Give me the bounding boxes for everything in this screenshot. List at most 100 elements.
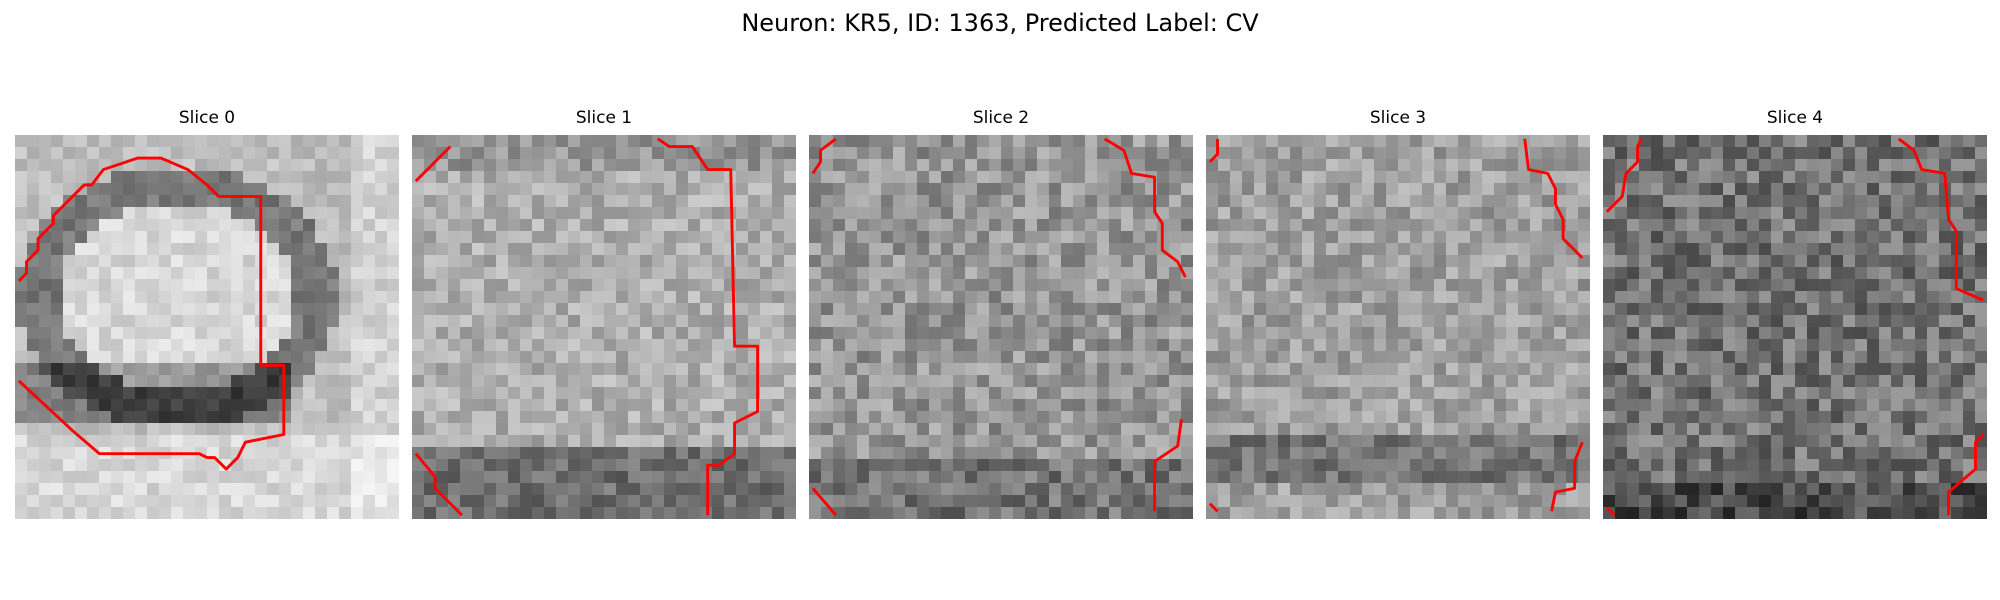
pixel-cell (1181, 195, 1193, 208)
pixel-cell (1254, 267, 1267, 280)
pixel-cell (1218, 387, 1231, 400)
pixel-cell (1735, 243, 1748, 256)
pixel-cell (1326, 423, 1339, 436)
pixel-cell (568, 207, 581, 220)
pixel-cell (1675, 303, 1688, 316)
pixel-cell (760, 231, 773, 244)
pixel-cell (1530, 207, 1543, 220)
pixel-cell (809, 219, 822, 232)
pixel-cell (989, 399, 1002, 412)
pixel-cell (1037, 483, 1050, 496)
pixel-cell (1939, 159, 1952, 172)
pixel-cell (1218, 435, 1231, 448)
pixel-cell (255, 483, 268, 496)
pixel-cell (1627, 207, 1640, 220)
pixel-cell (303, 207, 316, 220)
pixel-cell (1951, 375, 1964, 388)
pixel-cell (1927, 159, 1940, 172)
pixel-cell (412, 351, 425, 364)
pixel-cell (1109, 423, 1122, 436)
pixel-cell (1350, 411, 1363, 424)
pixel-cell (1085, 339, 1098, 352)
pixel-cell (604, 231, 617, 244)
pixel-cell (1855, 423, 1868, 436)
pixel-cell (1951, 207, 1964, 220)
pixel-cell (1891, 411, 1904, 424)
pixel-cell (544, 159, 557, 172)
pixel-cell (1374, 291, 1387, 304)
pixel-cell (676, 339, 689, 352)
pixel-cell (1771, 183, 1784, 196)
pixel-cell (135, 207, 148, 220)
pixel-cell (1903, 279, 1916, 292)
pixel-cell (412, 219, 425, 232)
pixel-cell (279, 207, 292, 220)
pixel-cell (1121, 351, 1134, 364)
pixel-cell (375, 267, 388, 280)
pixel-cell (532, 375, 545, 388)
pixel-cell (544, 507, 557, 519)
pixel-cell (821, 159, 834, 172)
pixel-cell (363, 255, 376, 268)
pixel-cell (303, 447, 316, 460)
pixel-cell (905, 315, 918, 328)
pixel-cell (219, 387, 232, 400)
pixel-cell (279, 183, 292, 196)
pixel-cell (1651, 243, 1664, 256)
pixel-cell (1097, 207, 1110, 220)
pixel-cell (1145, 411, 1158, 424)
pixel-cell (484, 183, 497, 196)
pixel-cell (1422, 483, 1435, 496)
pixel-cell (1230, 375, 1243, 388)
pixel-cell (1747, 243, 1760, 256)
pixel-cell (809, 363, 822, 376)
pixel-cell (1434, 183, 1447, 196)
pixel-cell (532, 495, 545, 508)
pixel-cell (1627, 387, 1640, 400)
pixel-cell (1651, 195, 1664, 208)
pixel-cell (809, 339, 822, 352)
pixel-cell (183, 195, 196, 208)
pixel-cell (1735, 159, 1748, 172)
pixel-cell (1699, 375, 1712, 388)
pixel-cell (508, 363, 521, 376)
pixel-cell (1975, 159, 1987, 172)
pixel-cell (412, 339, 425, 352)
pixel-cell (1302, 411, 1315, 424)
pixel-cell (857, 471, 870, 484)
pixel-cell (1121, 207, 1134, 220)
pixel-cell (99, 219, 112, 232)
pixel-cell (339, 327, 352, 340)
pixel-cell (1230, 447, 1243, 460)
pixel-cell (1759, 363, 1772, 376)
pixel-cell (664, 219, 677, 232)
pixel-cell (412, 399, 425, 412)
pixel-cell (1266, 135, 1279, 148)
pixel-cell (1494, 195, 1507, 208)
pixel-cell (351, 363, 364, 376)
pixel-cell (1386, 147, 1399, 160)
pixel-cell (1663, 399, 1676, 412)
pixel-cell (1879, 159, 1892, 172)
pixel-cell (412, 255, 425, 268)
pixel-cell (1037, 231, 1050, 244)
pixel-cell (833, 375, 846, 388)
pixel-cell (1891, 135, 1904, 148)
pixel-cell (712, 507, 725, 519)
pixel-cell (111, 375, 124, 388)
pixel-cell (1302, 483, 1315, 496)
pixel-cell (1206, 435, 1219, 448)
pixel-cell (279, 291, 292, 304)
pixel-cell (1506, 435, 1519, 448)
pixel-cell (784, 255, 796, 268)
pixel-cell (1735, 351, 1748, 364)
pixel-cell (1350, 147, 1363, 160)
pixel-cell (231, 255, 244, 268)
pixel-cell (147, 399, 160, 412)
pixel-cell (1169, 243, 1182, 256)
pixel-cell (1350, 255, 1363, 268)
pixel-cell (1181, 159, 1193, 172)
pixel-cell (496, 207, 509, 220)
pixel-cell (1434, 207, 1447, 220)
pixel-cell (339, 207, 352, 220)
